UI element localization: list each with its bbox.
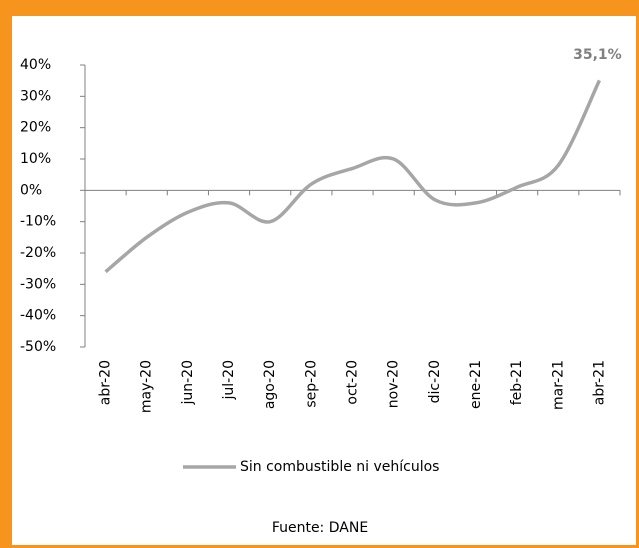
x-tick-label: feb-21 <box>509 360 525 405</box>
y-tick-label: -50% <box>20 339 56 355</box>
data-label: 35,1% <box>573 47 622 63</box>
x-tick-label: sep-20 <box>303 360 319 408</box>
line <box>104 79 601 274</box>
y-tick-label: 40% <box>20 57 51 73</box>
x-tick-label: jul-20 <box>221 360 237 401</box>
x-tick-label: jun-20 <box>180 360 196 406</box>
x-tick-label: mar-21 <box>550 360 566 410</box>
y-tick-label: -10% <box>20 214 56 230</box>
x-tick-label: may-20 <box>139 360 155 413</box>
source: Fuente: DANE <box>272 520 368 536</box>
y-tick-label: -20% <box>20 245 56 261</box>
x-tick-label: ago-20 <box>262 360 278 409</box>
x-tick-label: abr-20 <box>98 360 114 405</box>
y-tick-label: 10% <box>20 151 51 167</box>
legend-label: Sin combustible ni vehículos <box>240 459 439 475</box>
y-tick-label: -40% <box>20 308 56 324</box>
y-tick-label: -30% <box>20 276 56 292</box>
y-tick-label: 30% <box>20 88 51 104</box>
y-tick-label: 0% <box>20 182 42 198</box>
y-tick-label: 20% <box>20 120 51 136</box>
x-tick-label: abr-21 <box>591 360 607 405</box>
x-tick-label: nov-20 <box>386 360 402 408</box>
x-tick-label: oct-20 <box>345 360 361 405</box>
x-tick-label: dic-20 <box>427 360 443 403</box>
x-tick-label: ene-21 <box>468 360 484 409</box>
